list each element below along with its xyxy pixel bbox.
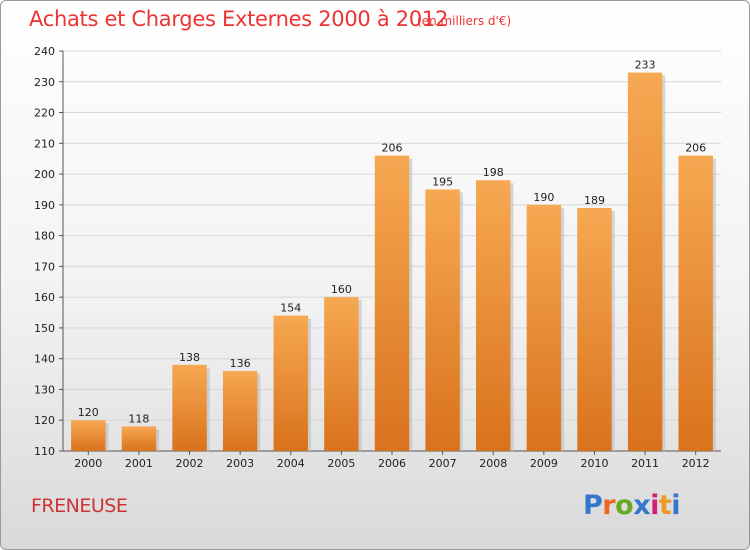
- x-tick-label: 2002: [176, 457, 204, 470]
- logo-letter: P: [583, 490, 603, 521]
- logo-letter: r: [602, 490, 616, 521]
- value-label: 233: [635, 59, 656, 72]
- value-label: 154: [280, 302, 301, 315]
- x-tick-label: 2003: [226, 457, 254, 470]
- value-label: 160: [331, 283, 352, 296]
- value-label: 136: [230, 357, 251, 370]
- value-label: 120: [78, 406, 99, 419]
- proxiti-logo: Proxiti: [583, 490, 681, 521]
- x-tick-label: 2005: [327, 457, 355, 470]
- bar-2002: [172, 364, 207, 451]
- bar-2006: [374, 155, 410, 451]
- bar-2011: [627, 72, 663, 452]
- y-tick-label: 140: [34, 353, 55, 366]
- x-tick-label: 2008: [479, 457, 507, 470]
- chart-title: Achats et Charges Externes 2000 à 2012: [29, 7, 449, 31]
- y-tick-label: 170: [34, 260, 55, 273]
- x-tick-label: 2009: [530, 457, 558, 470]
- y-tick-label: 210: [34, 137, 55, 150]
- logo-letter: t: [658, 490, 672, 521]
- bar-2005: [324, 297, 359, 451]
- bars: [71, 72, 716, 452]
- value-label: 195: [432, 175, 453, 188]
- bar-2009: [526, 204, 562, 451]
- value-label: 189: [584, 194, 605, 207]
- value-label: 206: [382, 142, 403, 155]
- y-tick-label: 110: [34, 445, 55, 458]
- value-label: 206: [685, 142, 706, 155]
- y-tick-label: 230: [34, 76, 55, 89]
- y-tick-label: 180: [34, 230, 55, 243]
- value-label: 118: [128, 412, 149, 425]
- x-tick-label: 2004: [277, 457, 305, 470]
- bar-2004: [273, 315, 308, 451]
- x-tick-label: 2007: [429, 457, 457, 470]
- y-tick-label: 190: [34, 199, 55, 212]
- y-tick-label: 150: [34, 322, 55, 335]
- bar-2007: [425, 189, 460, 451]
- labels: 110 120 130 140 150 160 170 180 190 200 210 220 230 2…: [34, 45, 710, 470]
- bar-2001: [121, 426, 157, 451]
- logo-letter: x: [633, 490, 651, 521]
- y-tick-label: 220: [34, 107, 55, 120]
- value-label: 190: [533, 191, 554, 204]
- logo-letter: i: [650, 490, 659, 521]
- logo-letter: i: [671, 490, 681, 521]
- logo-letter: o: [615, 490, 634, 521]
- bar-2012: [678, 155, 713, 451]
- bar-2000: [71, 420, 106, 451]
- bar-2008: [476, 180, 511, 451]
- bar-2010: [577, 207, 612, 451]
- value-label: 138: [179, 351, 200, 364]
- y-tick-label: 120: [34, 414, 55, 427]
- x-tick-label: 2001: [125, 457, 153, 470]
- x-tick-label: 2000: [74, 457, 102, 470]
- chart-subtitle: (en milliers d'€): [417, 14, 512, 28]
- x-tick-label: 2006: [378, 457, 406, 470]
- x-tick-label: 2012: [682, 457, 710, 470]
- commune-name: FRENEUSE: [31, 495, 128, 517]
- y-tick-label: 160: [34, 291, 55, 304]
- y-tick-label: 240: [34, 45, 55, 58]
- x-tick-label: 2010: [580, 457, 608, 470]
- x-tick-label: 2011: [631, 457, 659, 470]
- y-tick-label: 130: [34, 383, 55, 396]
- value-label: 198: [483, 166, 504, 179]
- bar-2003: [222, 371, 258, 451]
- y-tick-label: 200: [34, 168, 55, 181]
